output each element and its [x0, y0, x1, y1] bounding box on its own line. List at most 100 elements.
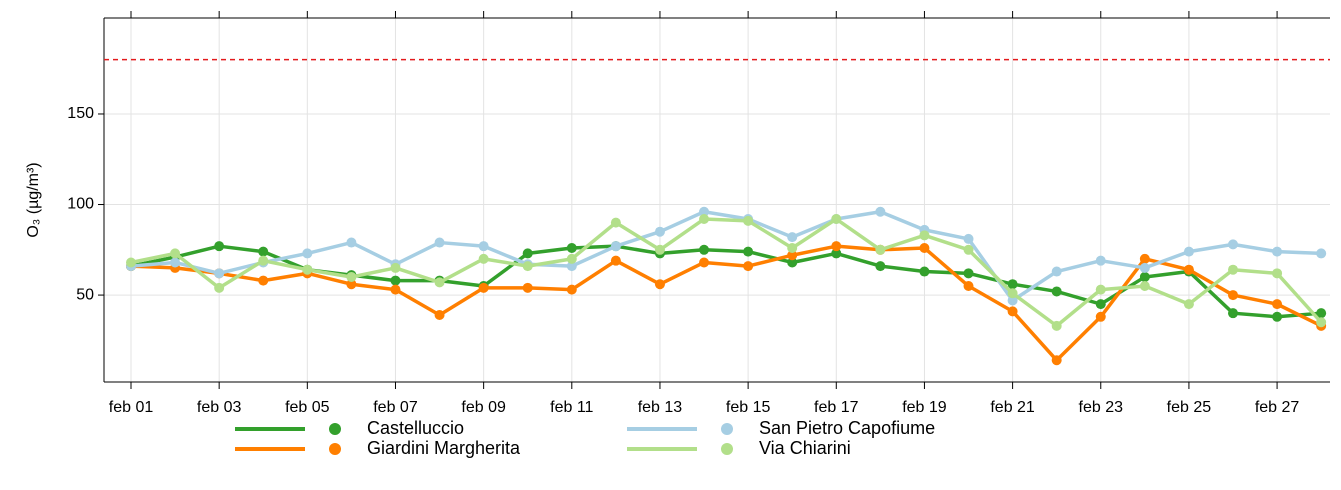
data-point — [522, 282, 533, 293]
data-point — [1183, 299, 1194, 310]
y-tick-label: 50 — [76, 286, 94, 303]
data-point — [346, 271, 357, 282]
data-point — [654, 244, 665, 255]
data-point — [566, 253, 577, 264]
y-axis-label: O₃ (µg/m³) — [25, 162, 42, 237]
data-point — [1007, 306, 1018, 317]
x-tick-label: feb 13 — [638, 399, 683, 416]
data-point — [875, 244, 886, 255]
data-point — [919, 230, 930, 241]
data-point — [1228, 239, 1238, 250]
legend-label: Castelluccio — [367, 418, 464, 438]
data-point — [1007, 295, 1018, 306]
data-point — [1051, 286, 1062, 297]
data-point — [434, 277, 445, 288]
data-point — [566, 242, 577, 253]
data-point — [1228, 308, 1238, 319]
data-point — [699, 257, 710, 268]
y-tick-label: 100 — [67, 196, 94, 213]
data-point — [743, 261, 754, 272]
data-point — [1272, 299, 1283, 310]
data-point — [1007, 279, 1018, 290]
data-point — [566, 284, 577, 295]
x-tick-label: feb 03 — [197, 399, 242, 416]
data-point — [258, 246, 269, 257]
legend-label: Giardini Margherita — [367, 438, 521, 458]
x-tick-label: feb 11 — [550, 399, 593, 416]
series-line — [130, 210, 1322, 303]
data-point — [1139, 262, 1150, 273]
data-point — [787, 232, 798, 243]
x-tick-label: feb 19 — [902, 399, 947, 416]
data-point — [390, 275, 401, 286]
data-point — [126, 257, 136, 268]
data-point — [1095, 255, 1106, 266]
data-point — [390, 262, 401, 273]
data-point — [346, 237, 357, 248]
data-point — [478, 253, 489, 264]
x-tick-label: feb 05 — [285, 399, 330, 416]
x-tick-label: feb 09 — [461, 399, 506, 416]
x-tick-label: feb 07 — [373, 399, 418, 416]
data-point — [1272, 268, 1283, 279]
legend-marker — [329, 443, 341, 455]
x-tick-label: feb 15 — [726, 399, 771, 416]
data-point — [1228, 264, 1238, 275]
data-point — [831, 241, 842, 252]
data-point — [214, 241, 225, 252]
data-point — [831, 214, 842, 225]
data-point — [214, 282, 225, 293]
data-point — [1095, 311, 1106, 322]
data-point — [1183, 246, 1194, 257]
legend-marker — [329, 423, 341, 435]
x-tick-label: feb 17 — [814, 399, 859, 416]
data-point — [919, 266, 930, 277]
data-point — [1051, 355, 1062, 366]
legend-marker — [721, 423, 733, 435]
data-point — [1007, 288, 1018, 299]
data-point — [1139, 281, 1150, 292]
data-point — [170, 257, 181, 268]
data-point — [1316, 317, 1327, 328]
data-point — [478, 241, 489, 252]
data-point — [963, 281, 974, 292]
data-point — [743, 215, 754, 226]
data-point — [214, 268, 225, 279]
legend-label: San Pietro Capofiume — [759, 418, 935, 438]
x-tick-label: feb 01 — [109, 399, 154, 416]
data-point — [522, 261, 533, 272]
data-point — [258, 255, 269, 266]
data-point — [654, 279, 665, 290]
y-tick-label: 150 — [67, 105, 94, 122]
data-point — [610, 241, 621, 252]
data-point — [434, 237, 445, 248]
data-point — [1316, 248, 1327, 259]
data-point — [1272, 311, 1283, 322]
data-point — [1095, 299, 1106, 310]
data-point — [787, 242, 798, 253]
x-tick-label: feb 23 — [1079, 399, 1124, 416]
data-point — [743, 246, 754, 257]
data-point — [1095, 284, 1106, 295]
data-point — [699, 244, 710, 255]
data-point — [478, 282, 489, 293]
data-point — [610, 255, 621, 266]
data-point — [522, 248, 533, 259]
x-tick-label: feb 21 — [990, 399, 1035, 416]
data-point — [919, 242, 930, 253]
data-point — [1183, 264, 1194, 275]
data-point — [1272, 246, 1283, 257]
data-point — [258, 275, 269, 286]
data-point — [787, 257, 798, 268]
data-point — [302, 264, 313, 275]
data-point — [1051, 320, 1062, 331]
data-point — [566, 261, 577, 272]
data-point — [963, 233, 974, 244]
legend-marker — [721, 443, 733, 455]
x-tick-label: feb 27 — [1255, 399, 1300, 416]
data-point — [963, 244, 974, 255]
data-point — [699, 214, 710, 225]
data-point — [831, 248, 842, 259]
data-point — [963, 268, 974, 279]
